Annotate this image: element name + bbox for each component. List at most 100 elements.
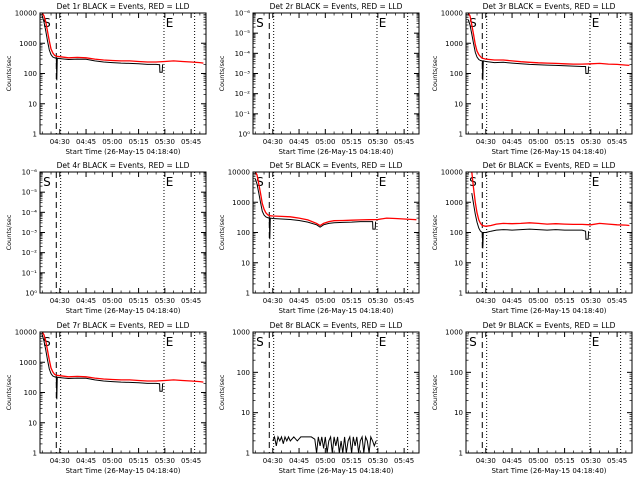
series-line-events <box>41 15 164 81</box>
y-tick-label: 10000 <box>441 10 463 18</box>
end-marker-label: E <box>166 16 174 30</box>
start-marker-label: S <box>469 335 477 349</box>
chart-title: Det 3r BLACK = Events, RED = LLD <box>483 2 616 11</box>
x-tick-label: 05:30 <box>368 457 388 465</box>
x-tick-label: 05:15 <box>554 138 574 146</box>
x-tick-label: 05:00 <box>315 457 335 465</box>
chart-panel-2: Det 2r BLACK = Events, RED = LLD Counts/s… <box>218 2 420 156</box>
chart-title: Det 2r BLACK = Events, RED = LLD <box>270 2 403 11</box>
start-marker-label: S <box>256 175 264 189</box>
series-line-lld <box>41 12 204 64</box>
y-tick-label: 10 <box>454 100 463 108</box>
series-line-lld <box>467 12 630 67</box>
chart-title: Det 5r BLACK = Events, RED = LLD <box>270 161 403 170</box>
y-tick-label: 1 <box>246 290 250 298</box>
y-tick-label: 100 <box>450 229 463 237</box>
x-tick-label: 05:30 <box>581 457 601 465</box>
x-tick-label: 04:45 <box>289 297 309 305</box>
y-tick-label: 10 <box>28 100 37 108</box>
y-tick-label: 1000 <box>232 329 250 337</box>
x-axis-label: Start Time (26-May-15 04:18:40) <box>491 307 606 315</box>
x-tick-label: 05:00 <box>315 138 335 146</box>
y-tick-label: 10⁻⁶ <box>235 10 251 18</box>
x-tick-label: 05:00 <box>528 457 548 465</box>
plot-frame <box>465 171 633 294</box>
y-axis-label: Counts/sec <box>5 55 13 91</box>
x-tick-label: 05:45 <box>607 457 627 465</box>
chart-title: Det 1r BLACK = Events, RED = LLD <box>57 2 190 11</box>
y-tick-label: 100 <box>450 70 463 78</box>
x-tick-label: 05:30 <box>155 457 175 465</box>
y-tick-label: 10⁻⁴ <box>235 50 251 58</box>
chart-title: Det 6r BLACK = Events, RED = LLD <box>483 161 616 170</box>
x-tick-label: 04:30 <box>263 457 283 465</box>
x-tick-label: 04:30 <box>263 138 283 146</box>
x-tick-label: 04:30 <box>263 297 283 305</box>
chart-title: Det 4r BLACK = Events, RED = LLD <box>57 161 190 170</box>
chart-panel-4: Det 4r BLACK = Events, RED = LLD Counts/s… <box>5 161 207 315</box>
plot-frame <box>252 171 420 294</box>
y-tick-label: 1 <box>459 450 463 458</box>
y-tick-label: 1 <box>33 450 37 458</box>
start-marker-label: S <box>43 335 51 349</box>
x-tick-label: 05:00 <box>102 457 122 465</box>
plot-frame <box>252 331 420 454</box>
y-tick-label: 100 <box>24 389 37 397</box>
y-axis-label: Counts/sec <box>218 214 226 250</box>
x-tick-label: 04:30 <box>476 138 496 146</box>
y-axis-label: Counts/sec <box>5 374 13 410</box>
x-tick-label: 04:30 <box>50 457 70 465</box>
x-tick-label: 04:30 <box>50 297 70 305</box>
x-tick-label: 04:45 <box>502 297 522 305</box>
x-axis-label: Start Time (26-May-15 04:18:40) <box>65 307 180 315</box>
y-tick-label: 10⁻¹ <box>235 110 251 118</box>
y-tick-label: 1000 <box>232 199 250 207</box>
series-line-lld <box>471 171 630 227</box>
x-axis-label: Start Time (26-May-15 04:18:40) <box>278 148 393 156</box>
y-tick-label: 10000 <box>441 169 463 177</box>
chart-panel-5: Det 5r BLACK = Events, RED = LLD Counts/s… <box>218 161 420 315</box>
series-line-lld <box>41 331 204 383</box>
x-tick-label: 04:45 <box>76 297 96 305</box>
plot-frame <box>465 331 633 454</box>
series-line-events <box>254 178 377 240</box>
chart-panel-6: Det 6r BLACK = Events, RED = LLD Counts/s… <box>431 161 633 315</box>
x-tick-label: 05:30 <box>581 138 601 146</box>
x-tick-label: 04:30 <box>50 138 70 146</box>
y-axis-label: Counts/sec <box>431 55 439 91</box>
y-axis-label: Counts/sec <box>218 55 226 91</box>
x-tick-label: 04:45 <box>289 457 309 465</box>
chart-panel-3: Det 3r BLACK = Events, RED = LLD Counts/s… <box>431 2 633 156</box>
x-tick-label: 05:15 <box>554 457 574 465</box>
y-tick-label: 10⁻⁶ <box>22 169 38 177</box>
end-marker-label: E <box>592 335 600 349</box>
y-tick-label: 1000 <box>445 199 463 207</box>
x-tick-label: 04:30 <box>476 457 496 465</box>
x-tick-label: 04:30 <box>476 297 496 305</box>
x-tick-label: 05:30 <box>155 138 175 146</box>
x-tick-label: 05:15 <box>554 297 574 305</box>
end-marker-label: E <box>592 175 600 189</box>
x-tick-label: 05:45 <box>394 297 414 305</box>
y-tick-label: 1 <box>33 131 37 139</box>
x-tick-label: 04:45 <box>76 457 96 465</box>
plot-frame <box>39 331 207 454</box>
x-tick-label: 05:00 <box>315 297 335 305</box>
x-tick-label: 04:45 <box>289 138 309 146</box>
y-tick-label: 10⁰ <box>25 290 37 298</box>
x-tick-label: 05:15 <box>128 138 148 146</box>
y-tick-label: 100 <box>237 369 250 377</box>
series-line-lld <box>254 171 417 227</box>
y-axis-label: Counts/sec <box>5 214 13 250</box>
y-axis-label: Counts/sec <box>431 214 439 250</box>
start-marker-label: S <box>43 175 51 189</box>
x-axis-label: Start Time (26-May-15 04:18:40) <box>65 148 180 156</box>
x-tick-label: 04:45 <box>502 457 522 465</box>
end-marker-label: E <box>166 175 174 189</box>
chart-panel-7: Det 7r BLACK = Events, RED = LLD Counts/s… <box>5 321 207 475</box>
start-marker-label: S <box>43 16 51 30</box>
chart-panel-1: Det 1r BLACK = Events, RED = LLD Counts/s… <box>5 2 207 156</box>
y-tick-label: 10 <box>241 409 250 417</box>
x-tick-label: 05:00 <box>528 138 548 146</box>
